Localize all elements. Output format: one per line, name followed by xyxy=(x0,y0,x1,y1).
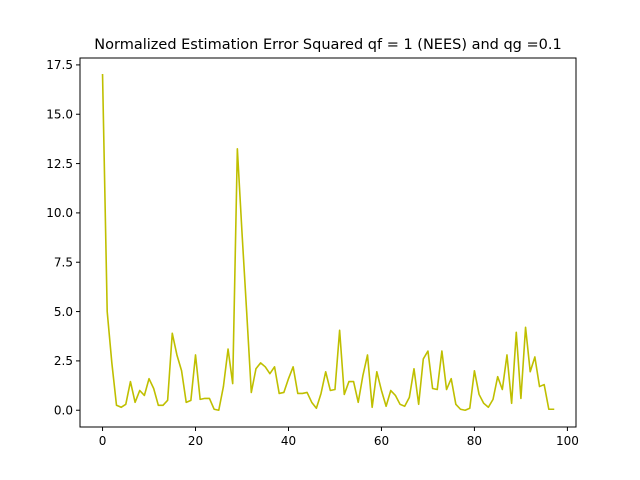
x-tick-label: 20 xyxy=(188,434,203,448)
y-tick-label: 0.0 xyxy=(54,404,73,418)
x-tick-label: 0 xyxy=(99,434,107,448)
x-tick-label: 40 xyxy=(281,434,296,448)
y-tick-label: 17.5 xyxy=(46,58,73,72)
series-line-0 xyxy=(101,73,555,412)
plot-area-frame xyxy=(79,57,577,428)
x-tick-label: 80 xyxy=(467,434,482,448)
y-tick-label: 5.0 xyxy=(54,305,73,319)
x-tick-label: 60 xyxy=(374,434,389,448)
y-tick-label: 15.0 xyxy=(46,108,73,122)
y-axis: 0.0 2.5 5.0 7.5 10.0 12.5 15.0 17.5 xyxy=(46,58,80,418)
y-tick-label: 12.5 xyxy=(46,157,73,171)
x-tick-label: 100 xyxy=(556,434,579,448)
x-axis: 0 20 40 60 80 100 xyxy=(99,427,579,448)
y-tick-label: 2.5 xyxy=(54,354,73,368)
y-tick-label: 10.0 xyxy=(46,206,73,220)
y-tick-label: 7.5 xyxy=(54,256,73,270)
series-layer xyxy=(101,73,555,412)
chart-title: Normalized Estimation Error Squared qf =… xyxy=(94,37,561,53)
